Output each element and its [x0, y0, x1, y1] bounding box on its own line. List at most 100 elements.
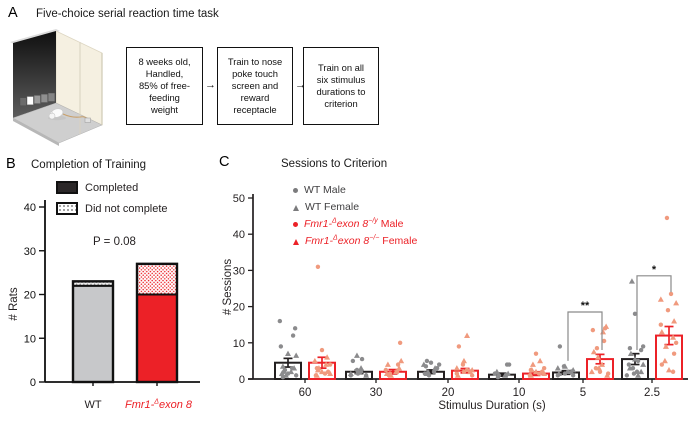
c-point-female: [493, 368, 500, 375]
c-point-female: [502, 372, 509, 378]
c-point-female: [590, 348, 597, 355]
c-point-female: [554, 365, 561, 371]
c-point-male: [668, 291, 674, 297]
panel-c: 0 10 20 30 40 50 60 30 20 10 5 2.5 ** * C Sessions to…: [215, 152, 695, 422]
c-point-female: [353, 352, 360, 358]
flow-box-2: Train to nose poke touch screen and rewa…: [217, 47, 293, 125]
c-point-female: [358, 365, 365, 371]
circle-marker-icon: [293, 188, 298, 193]
c-point-male: [495, 374, 501, 380]
c-point-male: [638, 347, 644, 353]
c-point-female: [588, 368, 595, 375]
c-point-female: [627, 350, 634, 357]
c-point-female: [533, 368, 539, 375]
c-point-male: [359, 356, 365, 362]
legend-item-wt-male: WT Male: [293, 182, 417, 199]
c-point-female: [285, 350, 291, 357]
c-point-male: [383, 367, 389, 373]
c-ytick-label: 50: [233, 193, 245, 205]
c-point-male: [533, 351, 539, 356]
circle-marker-icon: [293, 222, 298, 227]
c-point-female: [662, 343, 669, 349]
flow-box-1: 8 weeks old, Handled, 85% of free- feedi…: [126, 47, 203, 125]
c-point-male: [597, 369, 603, 374]
sig-bracket: [636, 275, 672, 351]
b-ytick-label: 30: [24, 246, 36, 258]
chamber-dark-wall: [13, 31, 56, 118]
c-point-male: [640, 344, 646, 349]
c-point-male: [319, 347, 325, 353]
c-point-male: [665, 308, 671, 313]
c-ytick-label: 10: [233, 338, 245, 350]
c-point-male: [461, 369, 467, 374]
c-point-female: [635, 372, 642, 378]
c-point-female: [288, 368, 295, 375]
c-point-male: [601, 338, 607, 344]
c-point-female: [383, 370, 390, 376]
c-point-male: [277, 318, 283, 324]
b-ytick-label: 0: [30, 377, 36, 389]
b-bar-completed: [136, 293, 178, 383]
c-y-axis-label: # Sessions: [222, 258, 234, 316]
c-point-female: [640, 361, 647, 367]
c-xtick-label: 10: [513, 387, 526, 399]
c-point-female: [396, 365, 403, 371]
c-point-male: [293, 373, 299, 378]
legend-item-fmr1-female: Fmr1-Δexon 8−/− Female: [293, 233, 417, 250]
c-ytick-label: 0: [239, 374, 245, 386]
c-point-male: [436, 362, 442, 367]
c-point-female: [363, 372, 370, 378]
c-point-female: [327, 370, 334, 376]
c-point-female: [527, 372, 534, 378]
c-point-female: [398, 357, 405, 364]
c-point-male: [541, 365, 547, 371]
flow-arrow-1-icon: →: [205, 79, 216, 91]
b-bar-completed: [72, 284, 114, 383]
panel-a-title: Five-choice serial reaction time task: [36, 8, 219, 20]
c-point-male: [658, 322, 664, 327]
c-point-female: [314, 366, 321, 373]
sig-label: *: [652, 264, 657, 276]
c-point-male: [456, 344, 462, 349]
c-point-female: [568, 368, 575, 375]
c-point-female: [384, 361, 391, 367]
c-point-female: [387, 372, 394, 378]
c-point-male: [626, 362, 632, 367]
c-point-male: [327, 362, 333, 367]
did-not-complete-swatch-icon: [56, 202, 78, 215]
c-point-male: [350, 358, 356, 364]
stimulus-apertures: [19, 93, 55, 106]
c-point-female: [603, 323, 610, 329]
c-point-male: [460, 362, 466, 367]
legend-label: Did not complete: [85, 202, 168, 215]
c-point-male: [431, 369, 437, 374]
c-point-male: [673, 340, 679, 345]
c-point-female: [528, 366, 535, 373]
c-point-female: [632, 356, 638, 362]
c-point-female: [604, 372, 611, 378]
c-point-female: [282, 372, 289, 378]
panel-a: A Five-choice serial reaction time task: [0, 0, 695, 150]
c-point-male: [424, 358, 430, 364]
c-point-female: [638, 368, 645, 375]
c-point-female: [354, 368, 361, 375]
c-point-male: [570, 373, 576, 378]
c-point-female: [319, 368, 325, 375]
c-xtick-label: 30: [370, 387, 383, 399]
c-point-male: [504, 362, 510, 367]
c-point-female: [278, 370, 285, 376]
completed-swatch-icon: [56, 181, 78, 194]
b-xtick-wt: WT: [84, 399, 102, 411]
c-point-female: [595, 365, 602, 371]
sig-bracket: [567, 311, 603, 361]
c-point-female: [505, 370, 512, 376]
c-point-female: [673, 299, 680, 306]
c-point-female: [599, 361, 606, 367]
panel-b-title: Completion of Training: [31, 159, 147, 171]
c-point-female: [561, 363, 568, 369]
c-point-female: [432, 365, 439, 371]
c-point-male: [557, 344, 563, 349]
c-point-female: [666, 366, 672, 373]
